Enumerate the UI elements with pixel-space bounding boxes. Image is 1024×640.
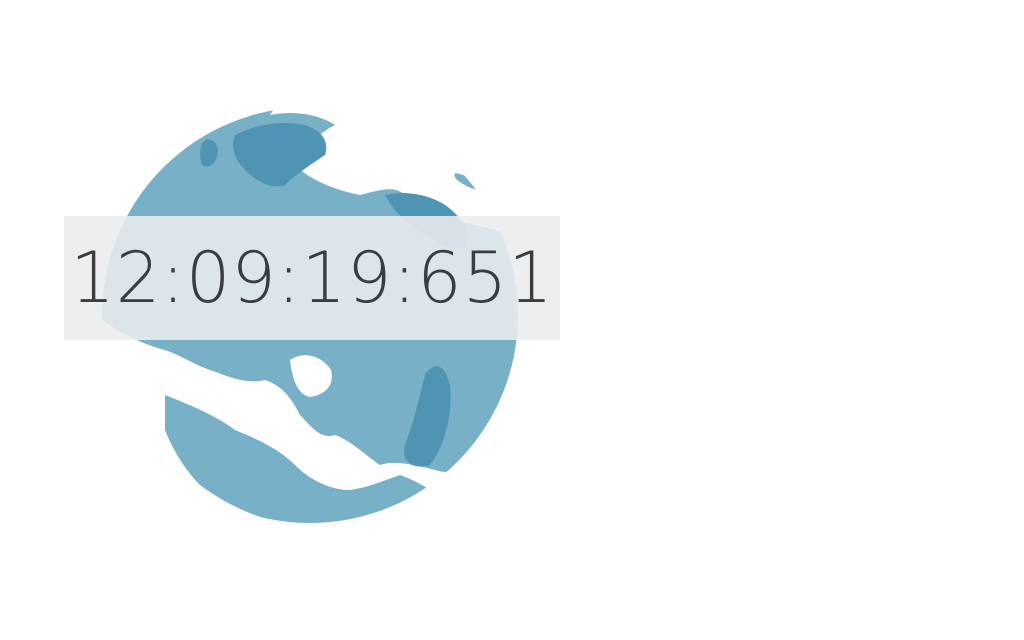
- clock-time: 12:09:19:651: [70, 237, 554, 319]
- landmass-south: [165, 395, 440, 523]
- inner-sea-3: [114, 345, 180, 391]
- island-2: [200, 139, 218, 167]
- inner-sea-2: [290, 355, 332, 397]
- clock-panel: 12:09:19:651: [64, 216, 560, 340]
- landmass-shadow-southeast: [404, 366, 451, 467]
- inner-sea-1: [195, 373, 250, 411]
- landmass-shadow-north: [233, 123, 327, 187]
- island-1: [454, 173, 487, 190]
